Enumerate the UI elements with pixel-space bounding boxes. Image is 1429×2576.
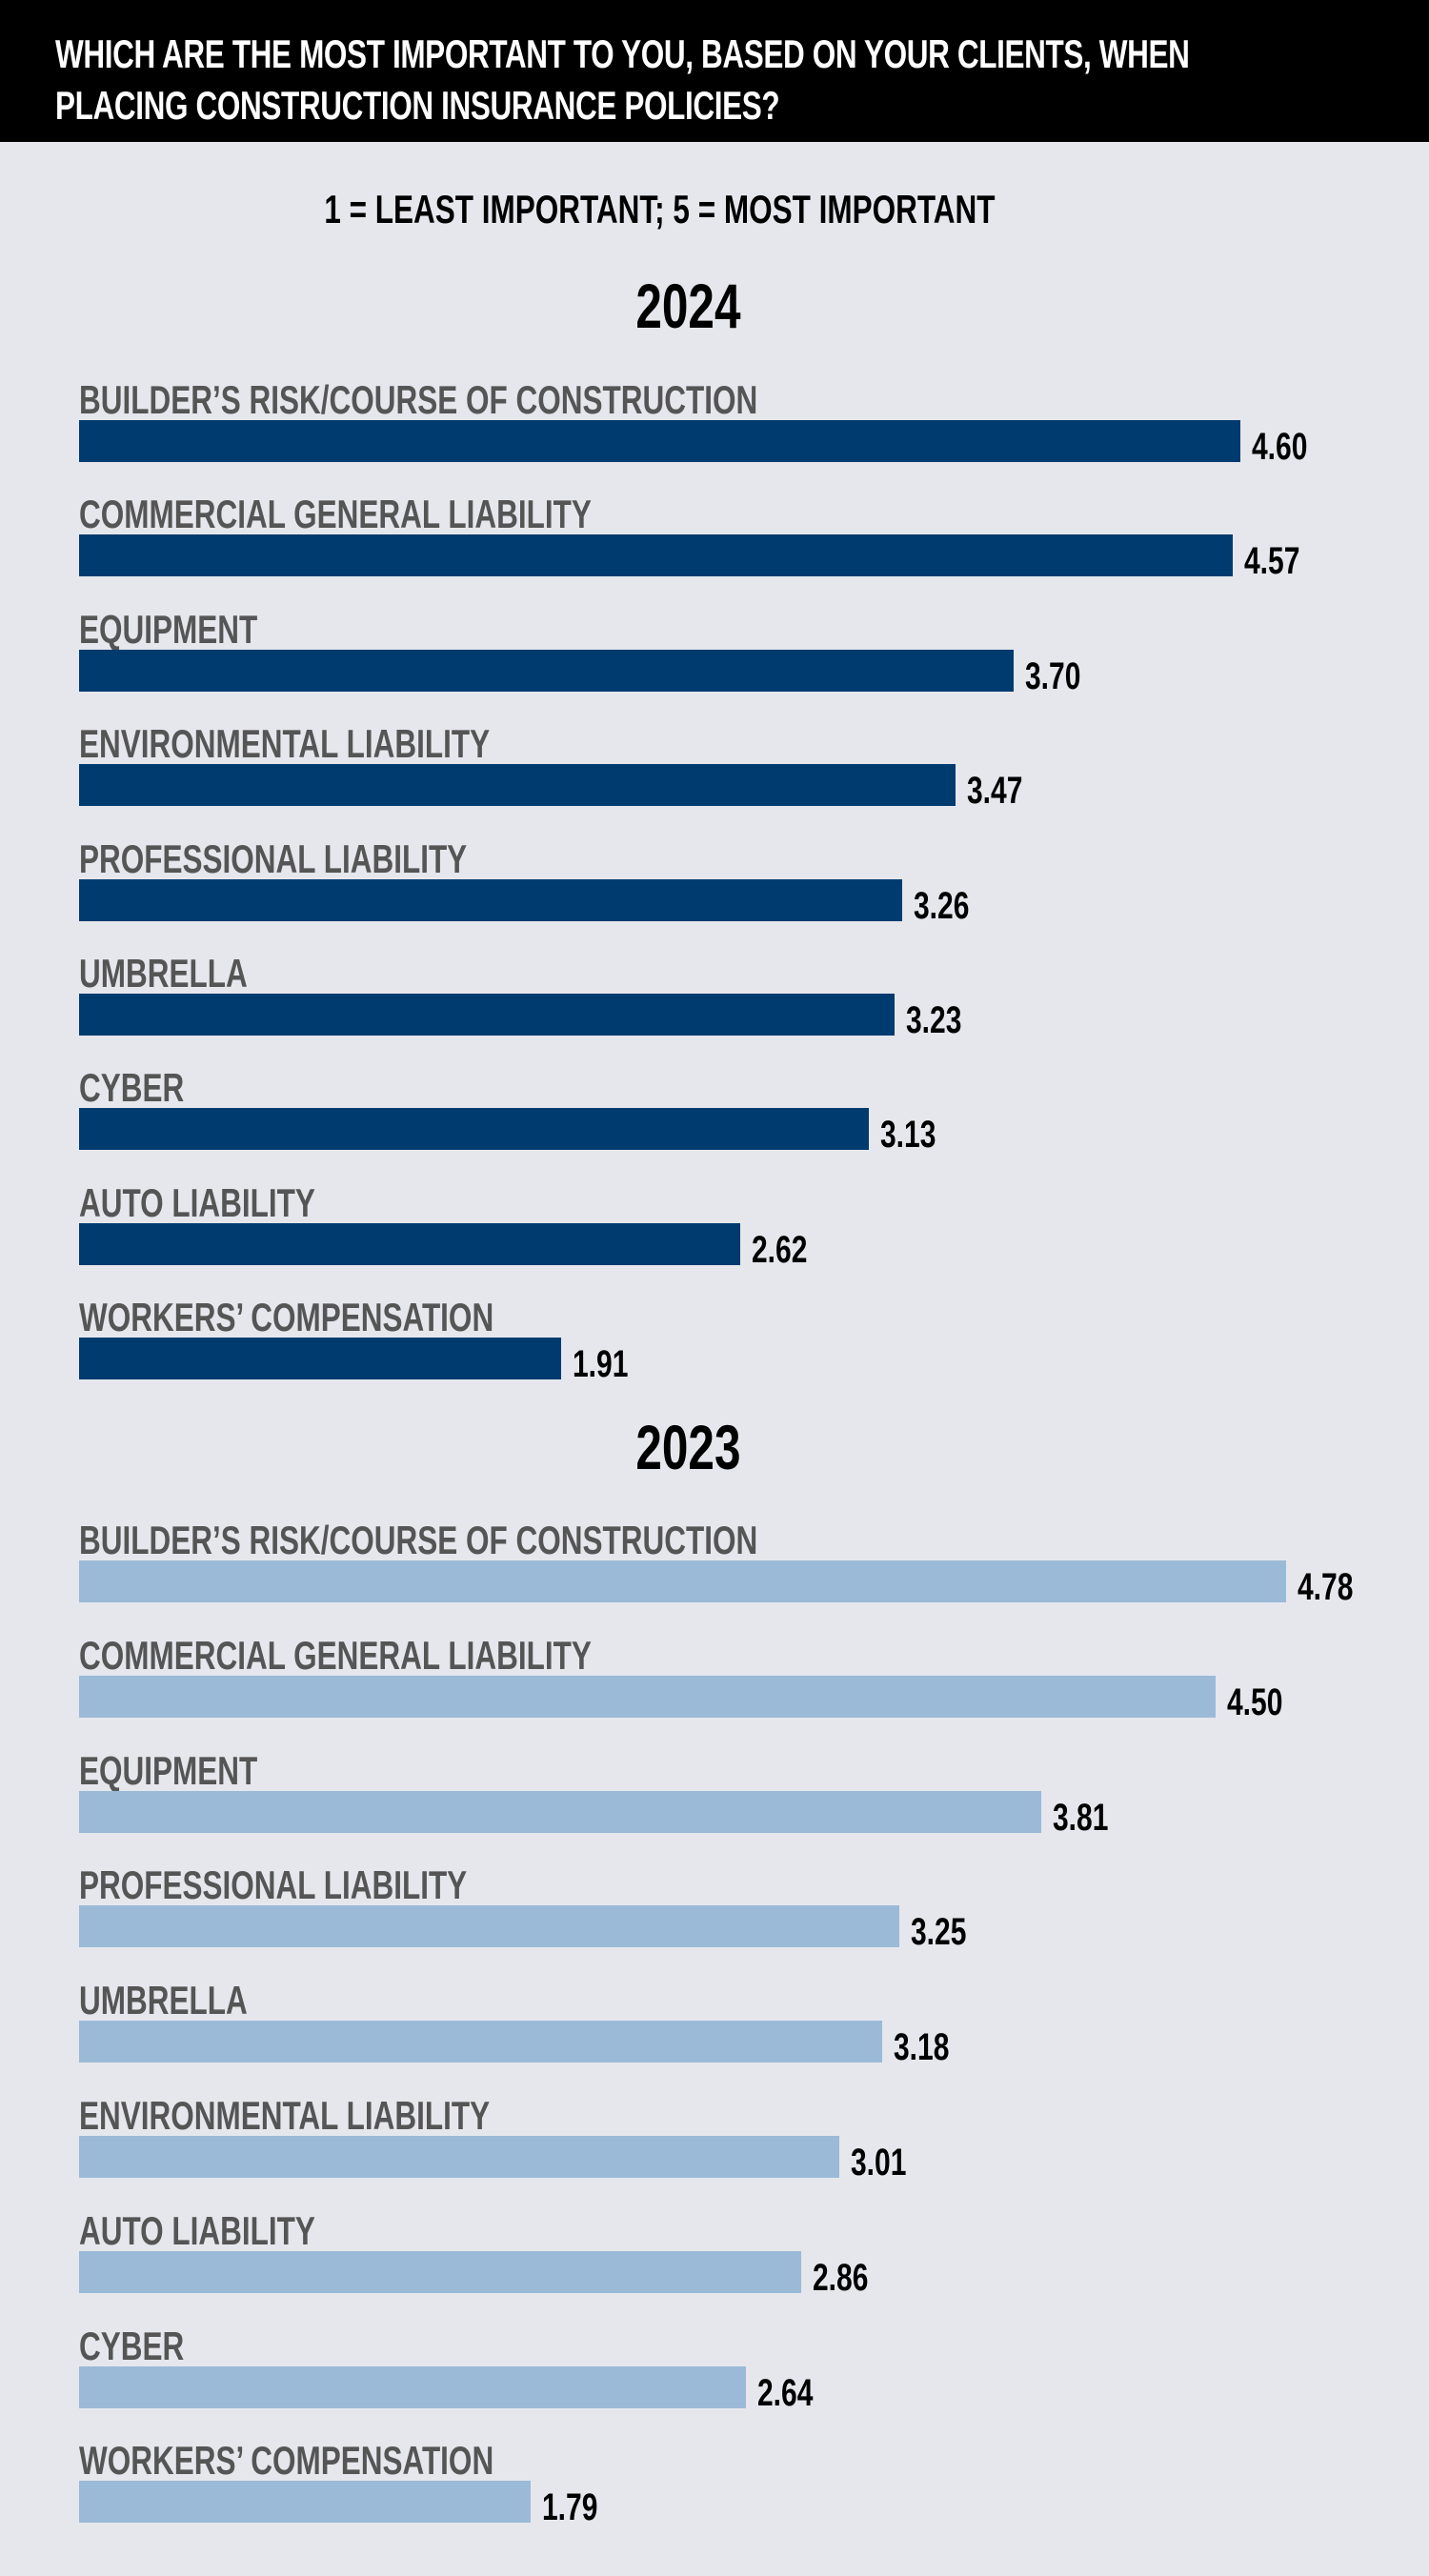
value-label: 1.79 (542, 2486, 598, 2528)
bar-2023 (79, 2366, 746, 2408)
category-label: PROFESSIONAL LIABILITY (79, 1862, 468, 1907)
value-label: 3.47 (966, 770, 1022, 812)
category-label: UMBRELLA (79, 951, 248, 996)
category-label: PROFESSIONAL LIABILITY (79, 836, 468, 881)
category-label: COMMERCIAL GENERAL LIABILITY (79, 492, 592, 536)
bar-2024 (79, 1338, 562, 1379)
category-label: BUILDER’S RISK/COURSE OF CONSTRUCTION (79, 377, 758, 422)
category-label: EQUIPMENT (79, 607, 258, 652)
value-label: 2.86 (812, 2257, 869, 2299)
category-label: CYBER (79, 2324, 185, 2368)
year-heading-text: 2024 (634, 271, 741, 341)
bar-2023 (79, 1676, 1216, 1718)
bar-2024 (79, 1108, 870, 1150)
bar-2024 (79, 420, 1240, 462)
category-label: AUTO LIABILITY (79, 1180, 315, 1225)
value-label: 3.25 (911, 1911, 967, 1953)
year-heading-2023: 2023 (0, 1411, 1376, 1483)
category-label: BUILDER’S RISK/COURSE OF CONSTRUCTION (79, 1518, 758, 1562)
value-label: 4.57 (1244, 540, 1300, 582)
category-label: WORKERS’ COMPENSATION (79, 2438, 494, 2483)
bar-2024 (79, 650, 1014, 692)
category-label: EQUIPMENT (79, 1748, 258, 1793)
scale-note: 1 = LEAST IMPORTANT; 5 = MOST IMPORTANT (0, 187, 1318, 232)
scale-note-text: 1 = LEAST IMPORTANT; 5 = MOST IMPORTANT (323, 187, 996, 231)
bar-2024 (79, 764, 956, 806)
bar-2023 (79, 1905, 900, 1947)
value-label: 4.50 (1226, 1681, 1282, 1723)
header-band: WHICH ARE THE MOST IMPORTANT TO YOU, BAS… (0, 0, 1429, 142)
bar-2023 (79, 2251, 801, 2293)
bar-2023 (79, 1791, 1041, 1833)
value-label: 3.70 (1024, 655, 1080, 697)
chart-title: WHICH ARE THE MOST IMPORTANT TO YOU, BAS… (55, 31, 1190, 128)
category-label: AUTO LIABILITY (79, 2208, 315, 2253)
bar-2023 (79, 1560, 1286, 1602)
value-label: 3.13 (880, 1114, 936, 1156)
value-label: 4.60 (1252, 426, 1308, 468)
category-label: WORKERS’ COMPENSATION (79, 1295, 494, 1339)
year-heading-2024: 2024 (0, 270, 1376, 342)
value-label: 2.64 (756, 2372, 813, 2414)
value-label: 1.91 (573, 1343, 629, 1385)
bar-2023 (79, 2136, 839, 2178)
category-label: COMMERCIAL GENERAL LIABILITY (79, 1633, 592, 1678)
value-label: 2.62 (752, 1229, 808, 1271)
bar-2024 (79, 879, 902, 921)
value-label: 3.18 (893, 2026, 950, 2068)
value-label: 4.78 (1297, 1566, 1354, 1608)
value-label: 3.81 (1052, 1797, 1109, 1839)
bar-2023 (79, 2021, 882, 2063)
category-label: ENVIRONMENTAL LIABILITY (79, 721, 491, 766)
year-heading-text: 2023 (634, 1412, 741, 1482)
value-label: 3.01 (850, 2142, 907, 2184)
category-label: ENVIRONMENTAL LIABILITY (79, 2093, 491, 2138)
bar-2024 (79, 1223, 741, 1265)
bar-2024 (79, 534, 1234, 576)
category-label: UMBRELLA (79, 1978, 248, 2023)
value-label: 3.23 (905, 999, 962, 1041)
category-label: CYBER (79, 1065, 185, 1110)
value-label: 3.26 (913, 885, 970, 927)
bar-2024 (79, 994, 895, 1036)
bar-2023 (79, 2481, 532, 2523)
